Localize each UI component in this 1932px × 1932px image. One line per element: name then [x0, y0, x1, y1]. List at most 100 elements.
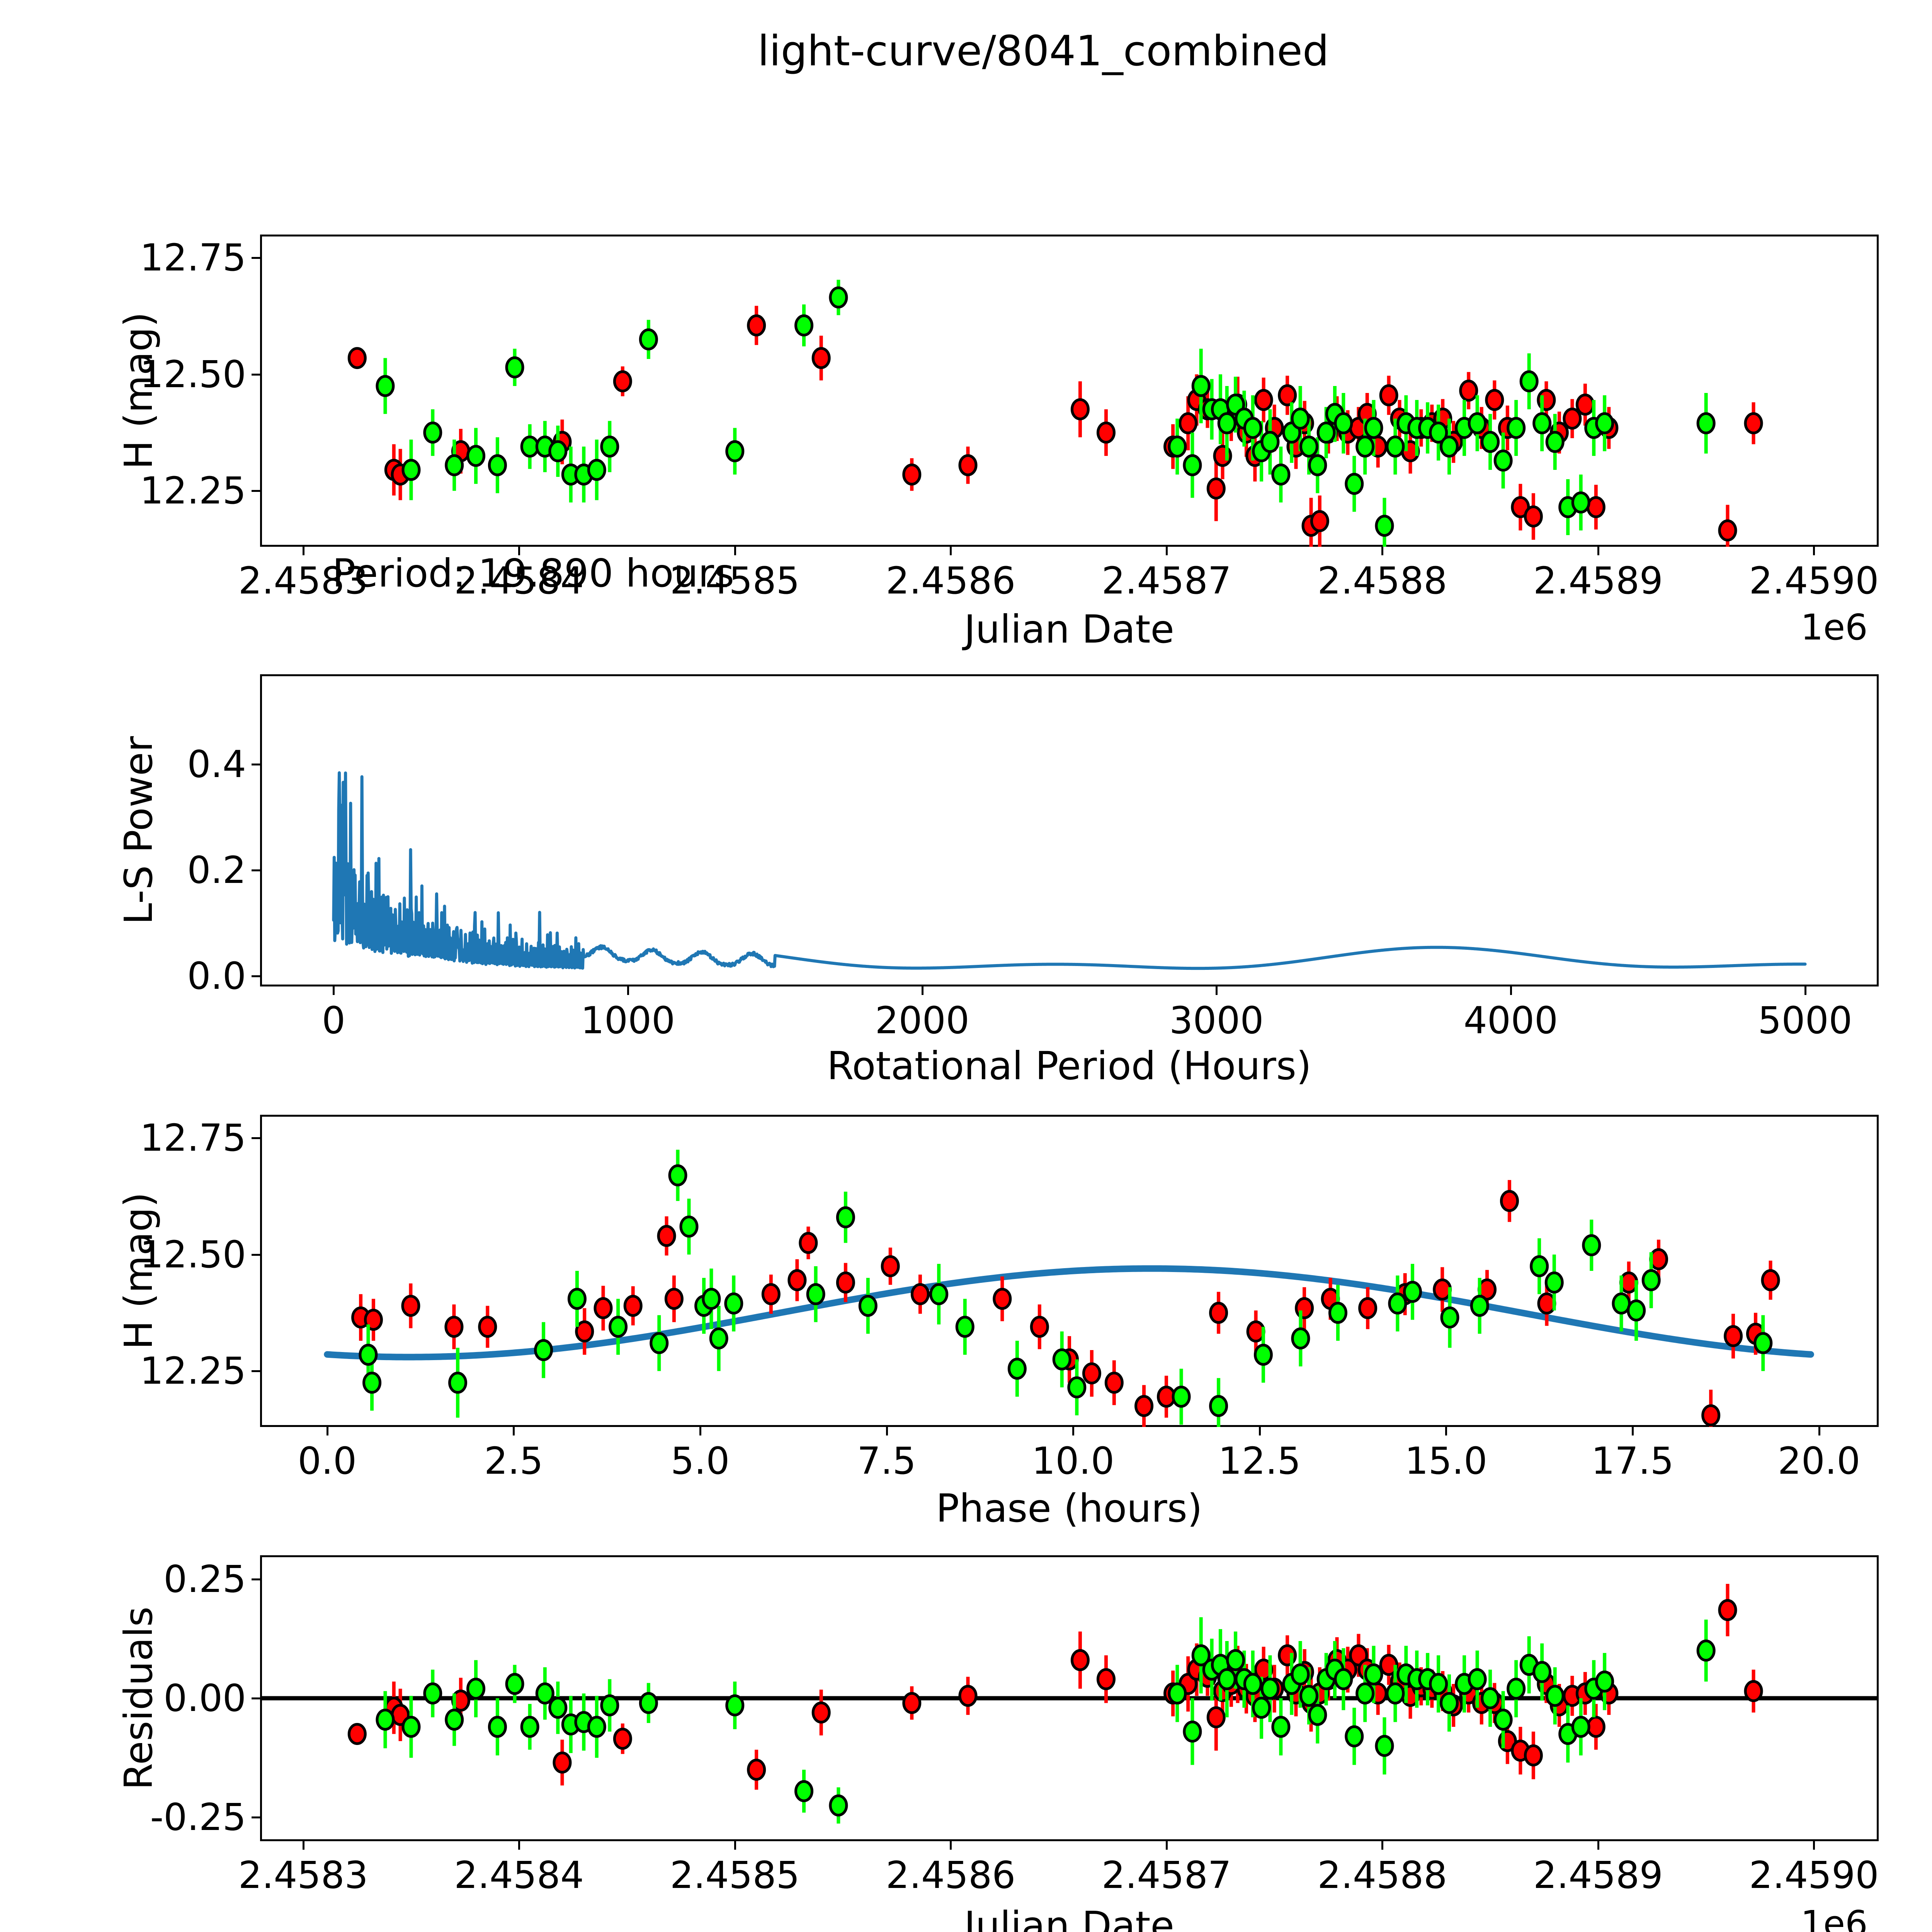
periodogram-yticklabel: 0.2 — [187, 848, 246, 892]
phasefold-xtick — [1631, 1427, 1634, 1435]
phasefold-xticklabel: 0.0 — [298, 1439, 357, 1483]
lightcurve-xticklabel: 2.4590 — [1749, 559, 1879, 602]
residuals-ytick — [252, 1816, 260, 1819]
series-green — [376, 1617, 1716, 1824]
residuals-xtick — [1381, 1841, 1384, 1850]
periodogram-xticklabel: 3000 — [1169, 999, 1264, 1042]
lightcurve-xlabel: Julian Date — [964, 607, 1174, 652]
lightcurve-yticklabel: 12.50 — [140, 352, 246, 396]
lightcurve-ytick — [252, 257, 260, 259]
residuals-yticklabel: 0.25 — [163, 1557, 246, 1601]
phasefold-xtick — [1445, 1427, 1447, 1435]
periodogram-xtick — [333, 986, 335, 995]
periodogram-xtick — [1510, 986, 1512, 995]
lightcurve-xticklabel: 2.4587 — [1101, 559, 1231, 602]
lightcurve-xtick — [1165, 547, 1168, 555]
residuals-ytick — [252, 1578, 260, 1580]
phasefold-yticklabel: 12.25 — [140, 1349, 246, 1393]
lightcurve-xtick — [1813, 547, 1815, 555]
periodogram-axes-frame — [260, 674, 1879, 986]
residuals-xtick — [734, 1841, 736, 1850]
phasefold-xtick — [886, 1427, 888, 1435]
periodogram-yticklabel: 0.0 — [187, 954, 246, 998]
lightcurve-xticklabel: 2.4586 — [886, 559, 1016, 602]
residuals-xticklabel: 2.4586 — [886, 1854, 1016, 1897]
phasefold-xtick — [699, 1427, 701, 1435]
lightcurve-xticklabel: 2.4588 — [1317, 559, 1447, 602]
lightcurve-xticklabel: 2.4584 — [454, 559, 584, 602]
periodogram-ytick — [252, 869, 260, 871]
residuals-yticklabel: -0.25 — [150, 1796, 246, 1839]
series-green — [376, 279, 1716, 547]
lightcurve-yticklabel: 12.75 — [140, 236, 246, 280]
periodogram-xticklabel: 5000 — [1758, 999, 1852, 1042]
residuals-ytick — [252, 1697, 260, 1699]
lightcurve-xtick — [734, 547, 736, 555]
periodogram-xtick — [1216, 986, 1218, 995]
lightcurve-xticklabel: 2.4583 — [238, 559, 368, 602]
panel-lightcurve — [260, 235, 1879, 547]
lightcurve-xtick — [1597, 547, 1599, 555]
periodogram-ytick — [252, 763, 260, 765]
figure-title: light-curve/8041_combined — [757, 27, 1329, 75]
lightcurve-ytick — [252, 373, 260, 376]
residuals-x-offset: 1e6 — [1801, 1903, 1868, 1932]
phasefold-xtick — [513, 1427, 515, 1435]
residuals-xtick — [1813, 1841, 1815, 1850]
periodogram-xticklabel: 2000 — [875, 999, 969, 1042]
residuals-plot-area — [260, 1584, 1879, 1824]
periodogram-xtick — [1804, 986, 1806, 995]
periodogram-xtick — [627, 986, 629, 995]
periodogram-curve — [332, 771, 1807, 970]
series-green — [359, 1150, 1773, 1427]
phasefold-xticklabel: 12.5 — [1218, 1439, 1301, 1483]
phasefold-xticklabel: 15.0 — [1405, 1439, 1488, 1483]
lightcurve-yticklabel: 12.25 — [140, 469, 246, 513]
lightcurve-ylabel: H (mag) — [116, 312, 161, 469]
residuals-xticklabel: 2.4587 — [1101, 1854, 1231, 1897]
lightcurve-xtick — [518, 547, 520, 555]
panel-phasefold — [260, 1115, 1879, 1427]
panel-residuals — [260, 1555, 1879, 1841]
phasefold-xticklabel: 20.0 — [1777, 1439, 1861, 1483]
phasefold-ytick — [252, 1137, 260, 1139]
residuals-xtick — [518, 1841, 520, 1850]
periodogram-xtick — [921, 986, 923, 995]
phasefold-ytick — [252, 1253, 260, 1256]
lightcurve-xtick — [302, 547, 304, 555]
periodogram-yticklabel: 0.4 — [187, 742, 246, 786]
residuals-xtick — [1165, 1841, 1168, 1850]
periodogram-xticklabel: 0 — [321, 999, 345, 1042]
phasefold-xticklabel: 17.5 — [1591, 1439, 1674, 1483]
residuals-xticklabel: 2.4583 — [238, 1854, 368, 1897]
residuals-xtick — [302, 1841, 304, 1850]
lightcurve-axes-frame — [260, 235, 1879, 547]
phasefold-yticklabel: 12.50 — [140, 1233, 246, 1276]
phasefold-ytick — [252, 1370, 260, 1372]
lightcurve-plot-area — [347, 279, 1763, 547]
series-red — [351, 1180, 1780, 1427]
periodogram-plot-area — [332, 771, 1807, 970]
residuals-ylabel: Residuals — [116, 1606, 161, 1790]
lightcurve-xticklabel: 2.4589 — [1533, 559, 1663, 602]
residuals-xticklabel: 2.4585 — [670, 1854, 800, 1897]
lightcurve-xtick — [950, 547, 952, 555]
phasefold-xtick — [1818, 1427, 1820, 1435]
phasefold-xticklabel: 10.0 — [1032, 1439, 1115, 1483]
residuals-xticklabel: 2.4588 — [1317, 1854, 1447, 1897]
periodogram-ytick — [252, 975, 260, 977]
phasefold-yticklabel: 12.75 — [140, 1116, 246, 1160]
phasefold-xticklabel: 2.5 — [484, 1439, 543, 1483]
lightcurve-xtick — [1381, 547, 1384, 555]
lightcurve-ytick — [252, 490, 260, 492]
residuals-xticklabel: 2.4589 — [1533, 1854, 1663, 1897]
lightcurve-x-offset: 1e6 — [1801, 607, 1868, 648]
lightcurve-xticklabel: 2.4585 — [670, 559, 800, 602]
phasefold-xticklabel: 7.5 — [857, 1439, 916, 1483]
residuals-yticklabel: 0.00 — [163, 1677, 246, 1720]
residuals-xtick — [1597, 1841, 1599, 1850]
panel-periodogram — [260, 674, 1879, 986]
periodogram-ylabel: L-S Power — [116, 736, 161, 925]
periodogram-xlabel: Rotational Period (Hours) — [827, 1043, 1311, 1088]
